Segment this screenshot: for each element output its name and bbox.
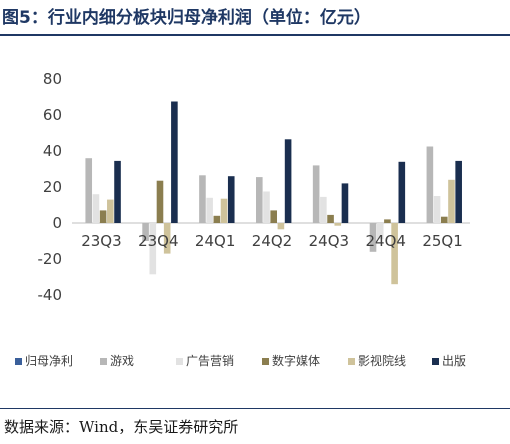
x-category-label: 23Q3 [81,232,121,250]
y-tick-label: 40 [43,142,62,160]
bar-1-2 [156,180,164,223]
legend-label: 归母净利 [25,354,73,368]
bar-1-4 [171,101,178,223]
bar-1-1 [149,223,157,275]
bar-6-0 [426,146,434,223]
legend-swatch [262,358,269,365]
bar-3-1 [263,191,270,223]
bar-3-0 [256,177,263,223]
bar-4-3 [334,223,342,226]
legend-swatch [100,358,107,365]
x-category-label: 25Q1 [422,232,462,250]
bar-4-1 [320,196,327,223]
bar-5-0 [369,223,377,252]
legend-swatch [432,358,439,365]
bar-3-3 [277,223,285,230]
bar-0-1 [92,194,100,223]
bar-3-4 [284,139,292,223]
bar-0-0 [85,158,93,223]
bar-6-4 [455,160,462,223]
legend-swatch [15,358,22,365]
y-tick-label: -20 [38,250,63,268]
x-category-label: 24Q2 [252,232,292,250]
bar-chart: 80 60 40 20 0 -20 -40 23Q3 23Q4 24Q1 24Q2 24Q3 24Q4 2… [15,70,470,368]
x-category-label: 24Q1 [195,232,235,250]
bar-2-1 [206,197,213,223]
legend-label: 影视院线 [358,353,406,368]
bar-5-2 [384,219,391,223]
y-tick-label: 60 [43,106,62,124]
bar-2-4 [227,176,235,223]
bar-6-3 [448,179,455,223]
bar-4-4 [341,183,349,223]
bar-0-4 [114,160,121,223]
bar-5-4 [398,161,406,223]
bar-0-2 [99,210,107,223]
bar-2-3 [220,198,228,223]
bar-3-2 [270,210,277,223]
legend-label: 广告营销 [186,354,234,368]
bar-1-0 [142,223,149,241]
bar-0-3 [107,199,114,223]
bar-4-0 [312,165,320,223]
source-rule [0,408,510,409]
y-tick-label: 0 [52,214,62,232]
chart-area: 80 60 40 20 0 -20 -40 23Q3 23Q4 24Q1 24Q2 24Q3 24Q4 2… [0,36,510,396]
legend-label: 游戏 [110,354,134,368]
bar-6-2 [440,216,448,223]
bar-6-1 [433,196,441,223]
title-rule [0,34,510,36]
y-tick-label: -40 [38,286,63,304]
bar-5-1 [376,223,384,240]
legend-swatch [176,358,183,365]
y-tick-label: 20 [43,178,62,196]
bar-5-3 [391,223,398,285]
figure-title: 图5：行业内细分板块归母净利润（单位：亿元） [2,8,371,28]
legend-label: 出版 [442,354,466,368]
bar-4-2 [327,214,334,223]
bar-2-0 [199,175,206,223]
x-category-label: 23Q4 [138,232,178,250]
source-note: 数据来源：Wind，东吴证券研究所 [4,418,239,436]
x-category-label: 24Q3 [309,232,349,250]
x-category-label: 24Q4 [365,232,405,250]
bar-2-2 [213,215,221,223]
legend-label: 数字媒体 [272,353,320,368]
bar-1-3 [163,223,171,254]
y-tick-label: 80 [43,70,62,88]
legend-swatch [348,358,355,365]
